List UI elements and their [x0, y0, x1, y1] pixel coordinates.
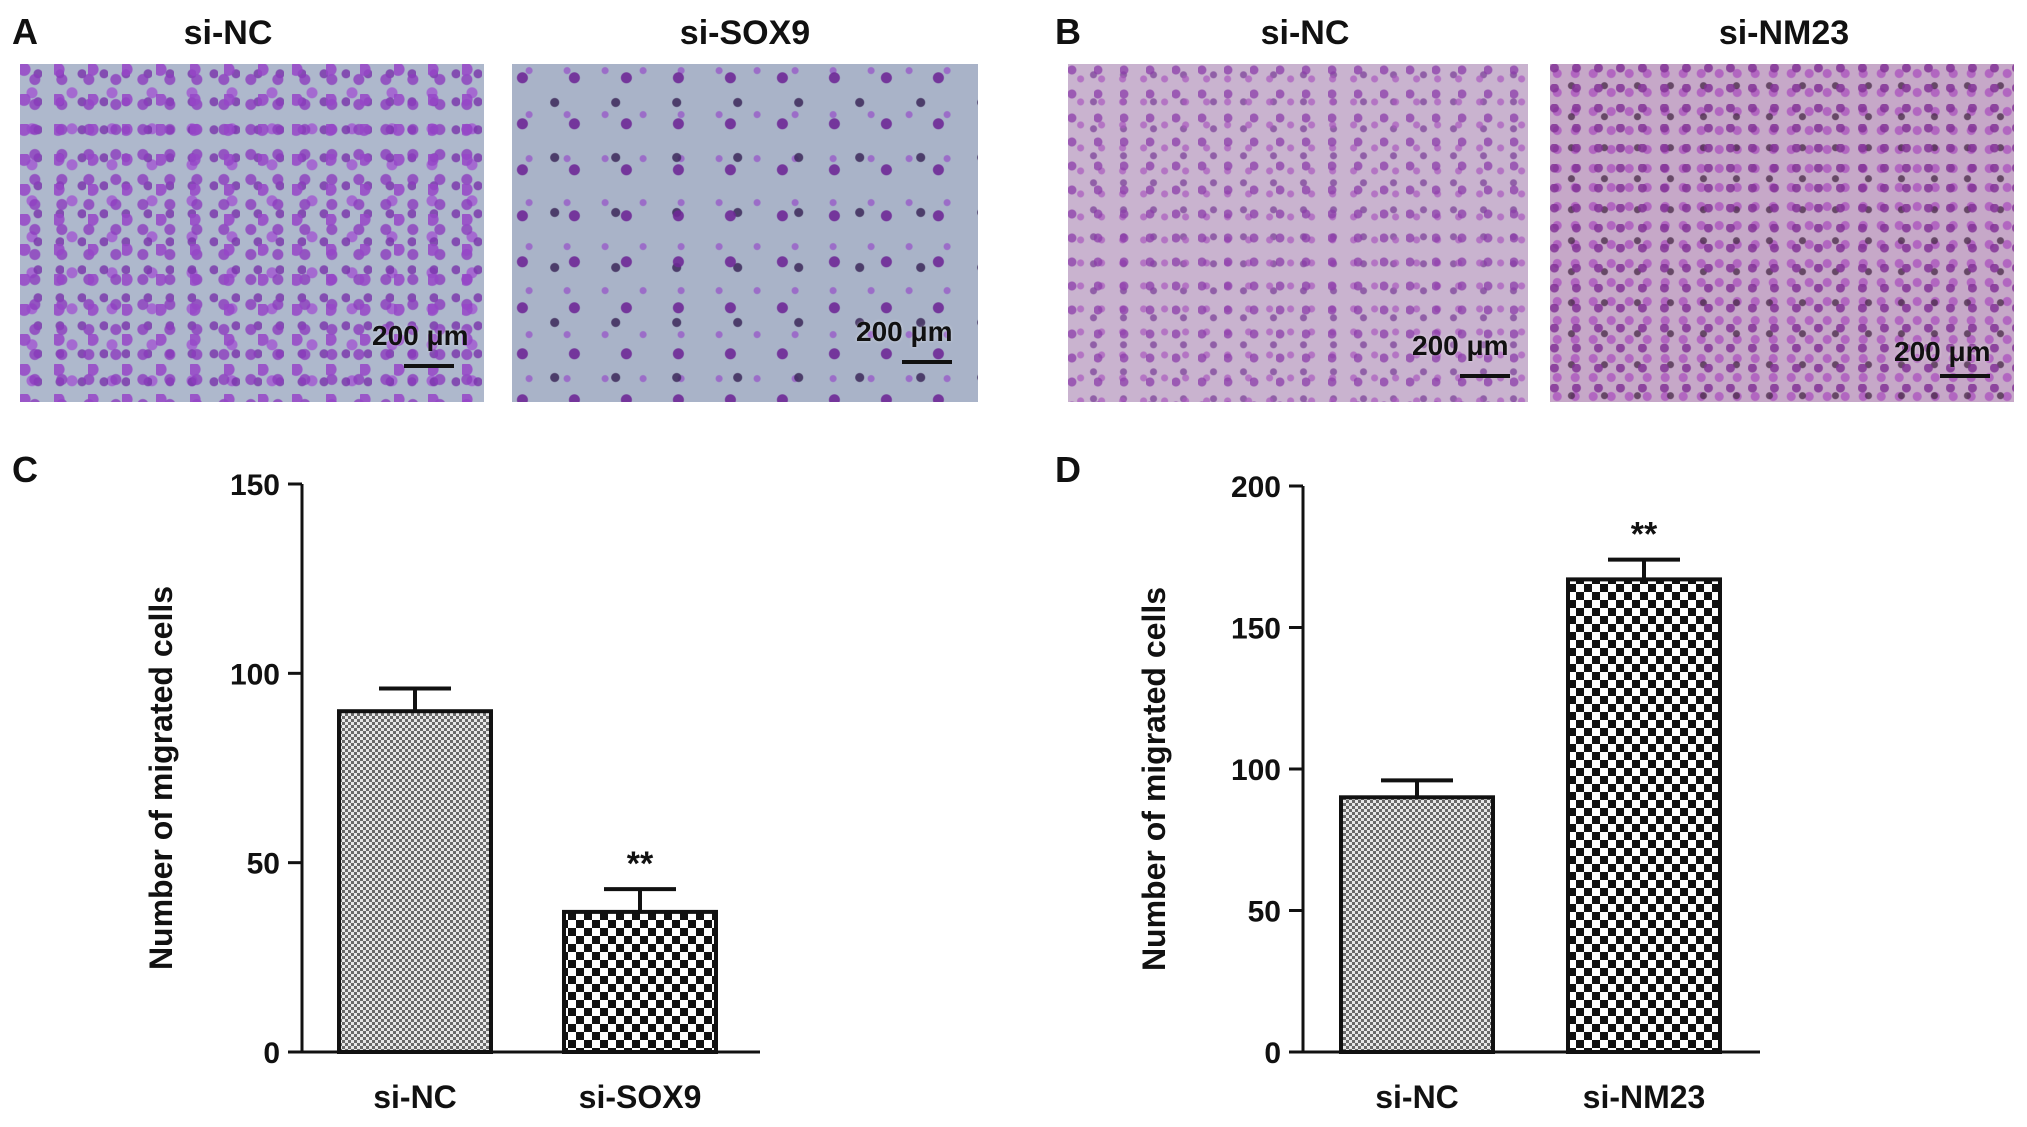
image-title-b1: si-NC: [1260, 14, 1350, 52]
bar-si-nc: [337, 709, 493, 1054]
micrograph-b-si-nm23: 200 μm: [1550, 64, 2014, 402]
significance-label: **: [1631, 516, 1658, 554]
plot-area: 0 50 100 150 Number of migrated cells si-NC **…: [143, 469, 760, 1115]
y-tick-label: 50: [247, 848, 280, 881]
panel-label-a: A: [12, 11, 38, 52]
image-title-a2: si-SOX9: [679, 14, 811, 52]
significance-label: **: [627, 845, 654, 883]
y-tick-label: 50: [1248, 896, 1281, 929]
y-tick-label: 150: [1231, 613, 1281, 646]
scale-bar-label: 200 μm: [372, 320, 469, 351]
y-tick-label: 0: [263, 1037, 280, 1070]
y-tick-label: 0: [1264, 1037, 1281, 1070]
x-tick-label: si-NM23: [1583, 1079, 1706, 1115]
panel-label-b: B: [1055, 11, 1081, 52]
micrograph-b-si-nc: 200 μm: [1068, 64, 1528, 402]
y-tick-label: 200: [1231, 471, 1281, 504]
y-axis-label: Number of migrated cells: [143, 586, 179, 970]
scale-bar-label: 200 μm: [1412, 330, 1509, 361]
x-tick-label: si-SOX9: [579, 1079, 702, 1115]
y-axis-label: Number of migrated cells: [1136, 587, 1172, 971]
x-tick-label: si-NC: [1375, 1079, 1459, 1115]
bar-si-nc: [1339, 795, 1495, 1054]
bar-si-nm23: [1566, 577, 1722, 1054]
micrograph-a-si-sox9: 200 μm: [512, 64, 978, 402]
y-tick-label: 150: [230, 469, 280, 502]
bar-si-sox9: [562, 909, 718, 1055]
y-tick-label: 100: [230, 658, 280, 691]
scale-bar: [404, 364, 454, 368]
scale-bar: [1460, 374, 1510, 378]
bar-chart-c: 0 50 100 150 Number of migrated cells si-NC **…: [143, 469, 760, 1115]
image-title-a1: si-NC: [183, 14, 273, 52]
panel-label-d: D: [1055, 449, 1081, 490]
plot-area: 0 50 100 150 200 Number of migrated cells si-N…: [1136, 471, 1760, 1115]
panel-label-c: C: [12, 449, 38, 490]
scale-bar: [1940, 374, 1990, 378]
y-tick-label: 100: [1231, 754, 1281, 787]
x-tick-label: si-NC: [373, 1079, 457, 1115]
micrograph-a-si-nc: 200 μm: [20, 64, 484, 402]
bar-chart-d: 0 50 100 150 200 Number of migrated cells si-N…: [1136, 471, 1760, 1115]
scale-bar-label: 200 μm: [856, 316, 953, 347]
scale-bar-label: 200 μm: [1894, 336, 1991, 367]
image-title-b2: si-NM23: [1718, 14, 1850, 52]
scale-bar: [902, 360, 952, 364]
